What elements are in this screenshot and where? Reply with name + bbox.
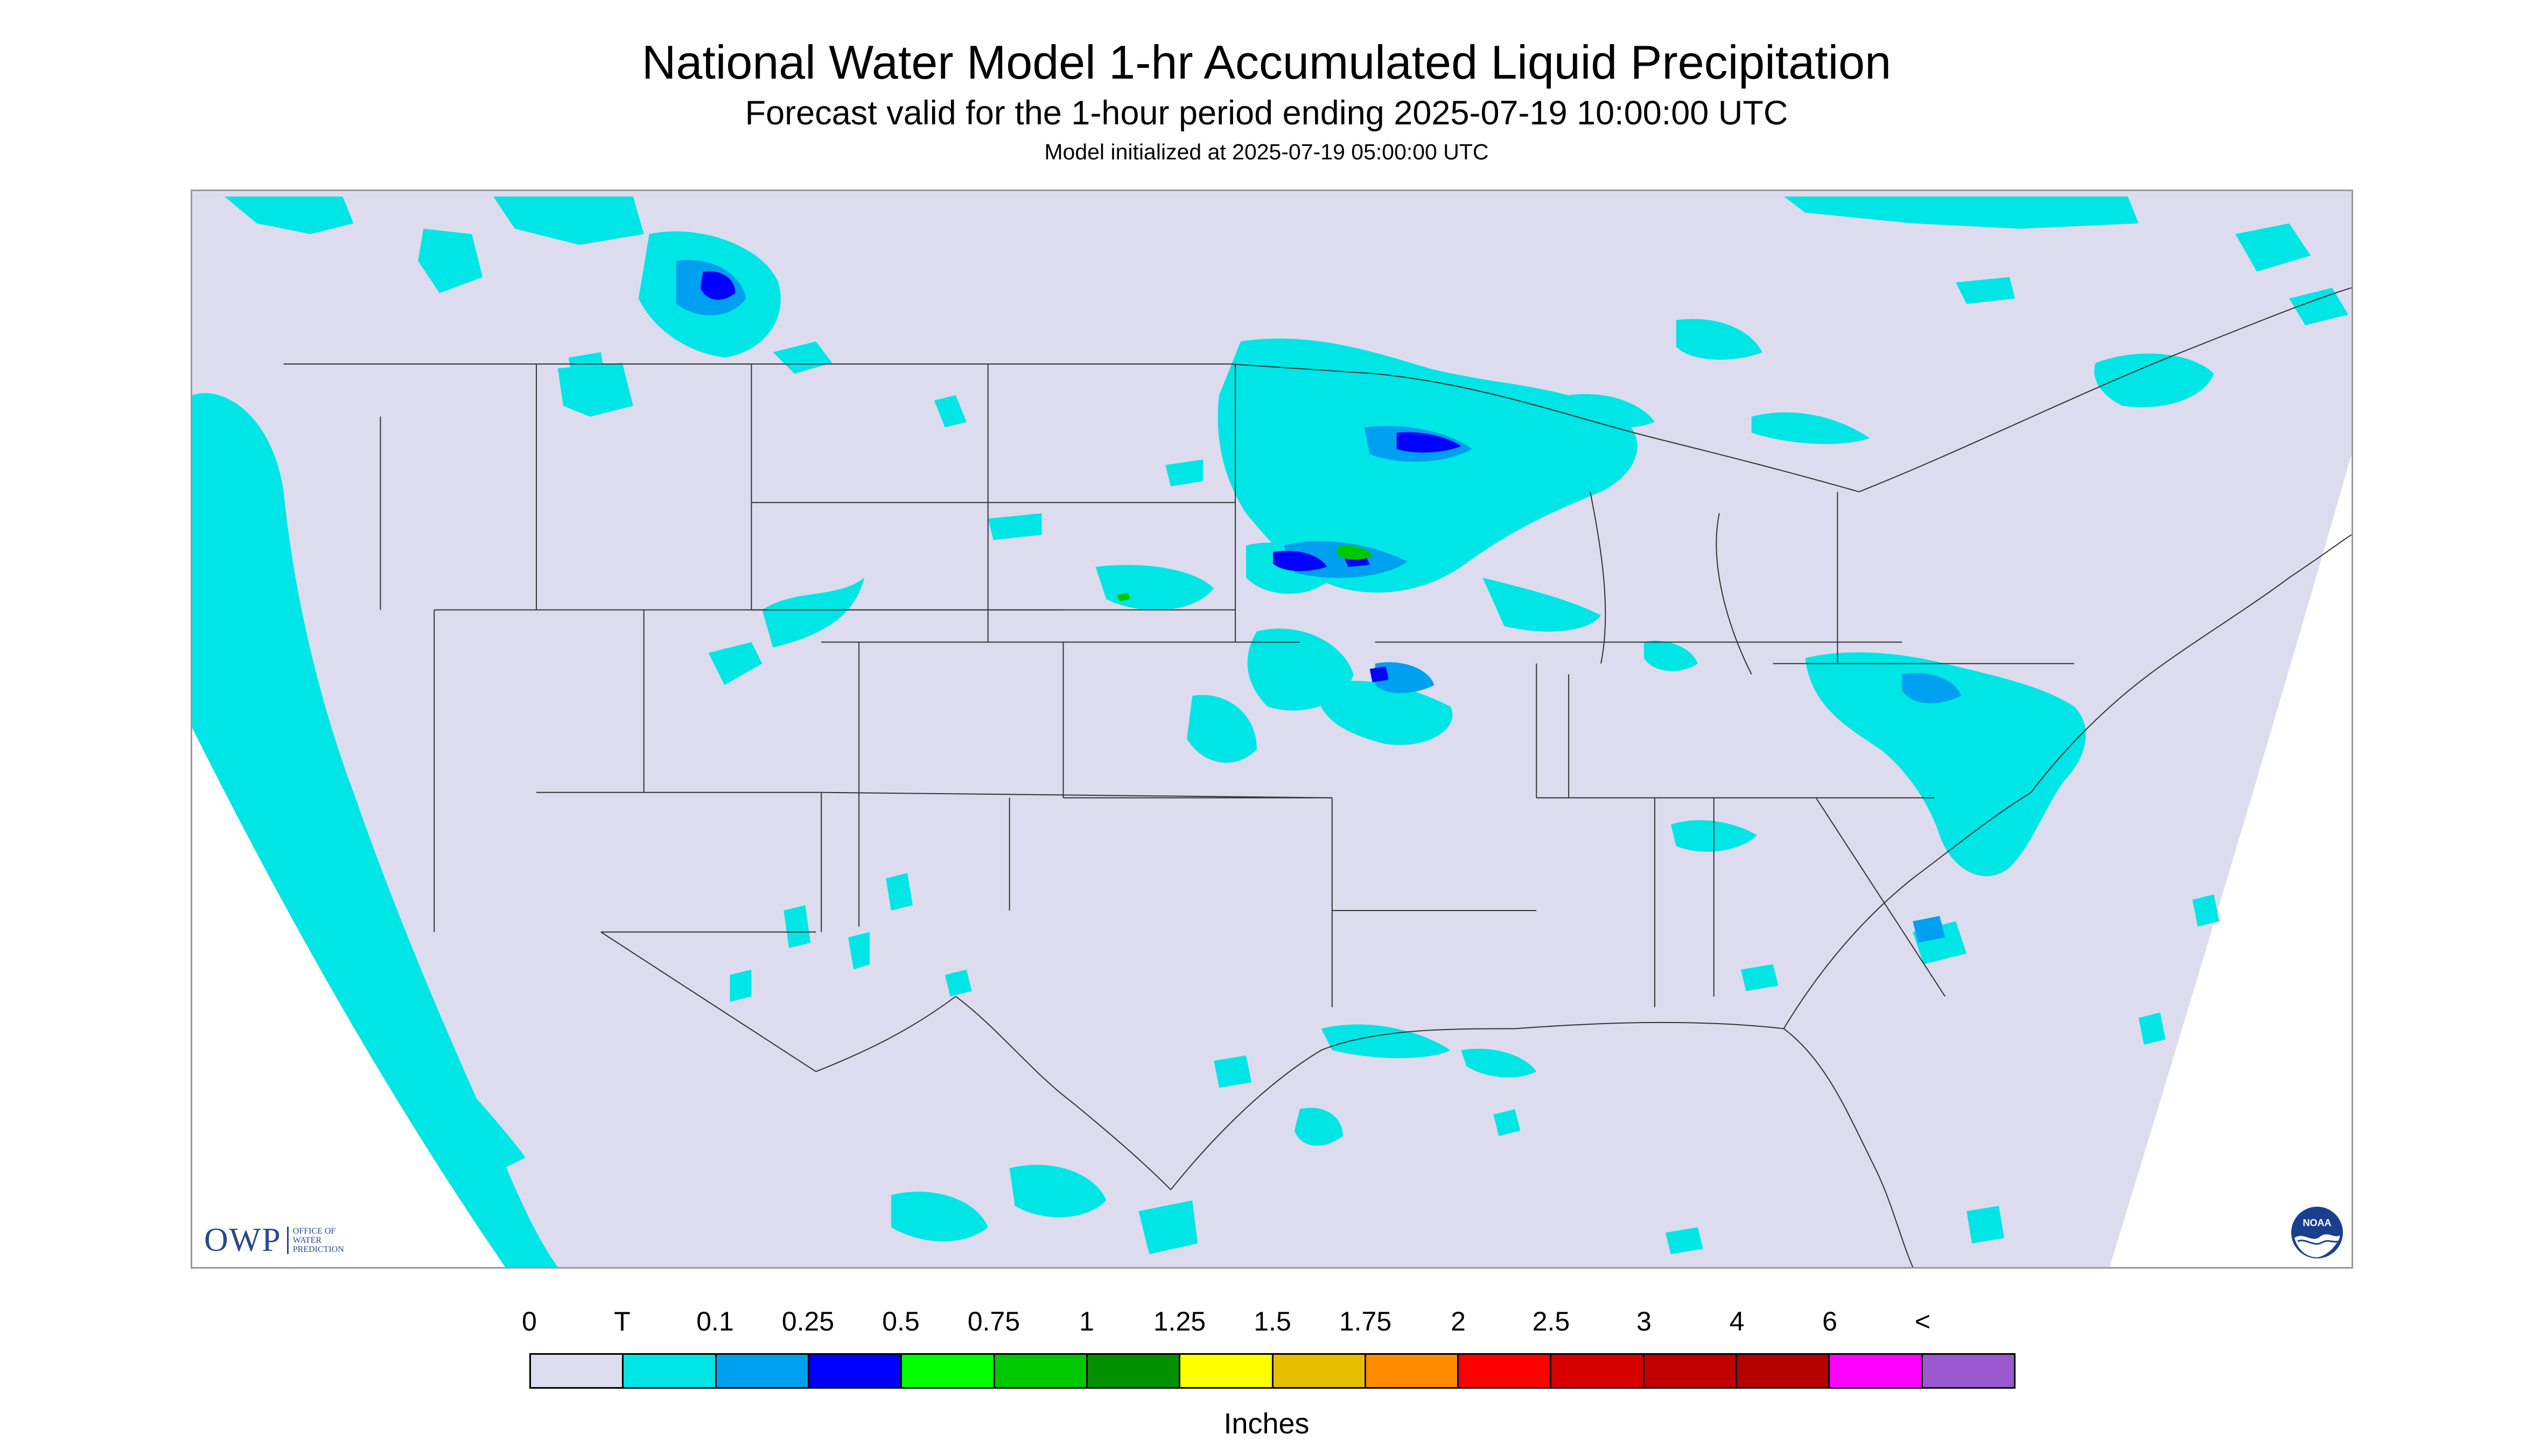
legend-tick-label: 2: [1451, 1306, 1466, 1336]
legend-tick-label: 1.5: [1254, 1306, 1291, 1336]
legend-swatch: [624, 1355, 717, 1387]
precipitation-map: OWP Office of Water Prediction NOAA: [191, 190, 2353, 1269]
legend-tick-label: 0: [522, 1306, 537, 1336]
legend-tick-label: 1.75: [1339, 1306, 1392, 1336]
legend-swatch: [1551, 1355, 1645, 1387]
legend-swatch: [716, 1355, 809, 1387]
legend-swatch: [809, 1355, 902, 1387]
legend-tick-label: 0.25: [781, 1306, 835, 1336]
legend-tick-label: 0.75: [967, 1306, 1020, 1336]
map-title: National Water Model 1-hr Accumulated Li…: [641, 36, 1892, 89]
legend-swatch: [1644, 1355, 1738, 1387]
noaa-logo: NOAA: [2291, 1207, 2343, 1258]
legend-tick-label: 6: [1822, 1306, 1837, 1336]
boundary-lines: [283, 287, 2352, 1267]
legend-swatch: [1737, 1355, 1830, 1387]
precip-legend-colorbar: [529, 1353, 2016, 1389]
map-subtitle: Forecast valid for the 1-hour period end…: [745, 94, 1788, 132]
map-canvas: [192, 191, 2352, 1267]
precip-moderate-areas: [700, 271, 1461, 683]
legend-swatch: [1087, 1355, 1181, 1387]
legend-tick-label: T: [614, 1306, 631, 1336]
legend-swatch: [1366, 1355, 1459, 1387]
legend-swatch: [1830, 1355, 1923, 1387]
legend-tick-label: 0.1: [696, 1306, 734, 1336]
legend-swatch: [1273, 1355, 1366, 1387]
owp-logo-mark: OWP: [204, 1222, 282, 1258]
noaa-logo-text: NOAA: [2303, 1217, 2332, 1228]
legend-swatch: [1922, 1355, 2014, 1387]
legend-tick-label: 2.5: [1532, 1306, 1570, 1336]
legend-tick-label: 4: [1729, 1306, 1745, 1336]
legend-swatch: [995, 1355, 1088, 1387]
legend-swatch: [1459, 1355, 1552, 1387]
legend-tick-label: 3: [1636, 1306, 1652, 1336]
model-init-text: Model initialized at 2025-07-19 05:00:00…: [1044, 139, 1489, 164]
legend-tick-label: 0.5: [882, 1306, 920, 1336]
legend-swatch: [1180, 1355, 1274, 1387]
legend-swatch: [531, 1355, 624, 1387]
legend-tick-label: 1.25: [1153, 1306, 1206, 1336]
legend-swatch: [902, 1355, 995, 1387]
precip-heavy-areas: [1117, 545, 1373, 601]
legend-tick-label: 1: [1079, 1306, 1094, 1336]
legend-units-label: Inches: [1223, 1408, 1310, 1440]
owp-logo: OWP Office of Water Prediction: [204, 1221, 358, 1259]
legend-tick-label: <: [1914, 1306, 1931, 1336]
owp-logo-subtitle: Office of Water Prediction: [286, 1227, 358, 1254]
